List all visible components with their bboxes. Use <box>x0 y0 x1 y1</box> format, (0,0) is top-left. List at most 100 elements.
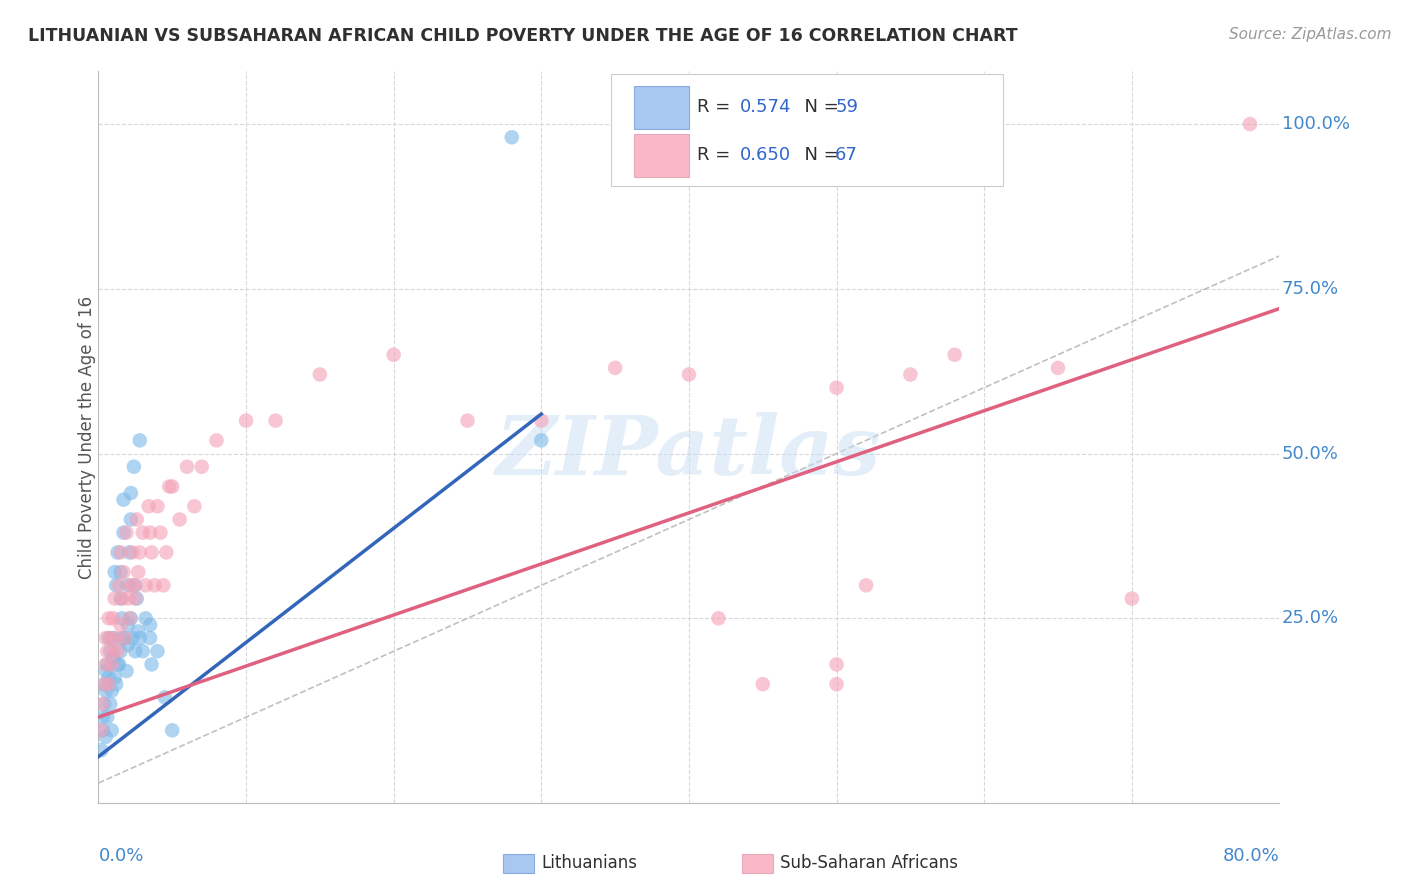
Point <box>127 624 149 639</box>
Point <box>97 677 120 691</box>
Text: 0.574: 0.574 <box>740 98 792 116</box>
Point <box>125 591 148 606</box>
Point <box>100 683 122 698</box>
Point <box>110 591 132 606</box>
Point <box>93 697 115 711</box>
Point <box>124 591 146 606</box>
Point <box>91 710 114 724</box>
Point <box>111 631 134 645</box>
Text: LITHUANIAN VS SUBSAHARAN AFRICAN CHILD POVERTY UNDER THE AGE OF 16 CORRELATION C: LITHUANIAN VS SUBSAHARAN AFRICAN CHILD P… <box>28 27 1018 45</box>
Point <box>382 348 405 362</box>
Point <box>107 644 129 658</box>
Point <box>309 368 332 382</box>
Point <box>94 730 117 744</box>
Point <box>900 368 922 382</box>
Point <box>96 644 118 658</box>
Point <box>122 459 145 474</box>
Point <box>132 644 155 658</box>
Point <box>103 650 125 665</box>
Point <box>120 512 142 526</box>
Point <box>146 500 169 514</box>
Point <box>104 591 127 606</box>
Point <box>825 677 848 691</box>
Point <box>135 578 157 592</box>
Point <box>825 381 848 395</box>
Point <box>127 565 149 579</box>
Point <box>678 368 700 382</box>
Point <box>1121 591 1143 606</box>
Y-axis label: Child Poverty Under the Age of 16: Child Poverty Under the Age of 16 <box>79 295 96 579</box>
Point <box>112 492 135 507</box>
Point <box>128 434 150 448</box>
Point <box>139 525 162 540</box>
Point <box>120 486 142 500</box>
Point <box>120 611 142 625</box>
Point <box>94 657 117 672</box>
Point <box>122 578 145 592</box>
Point <box>96 657 118 672</box>
Point <box>97 631 120 645</box>
Text: Lithuanians: Lithuanians <box>541 855 637 872</box>
Point <box>153 690 176 705</box>
Point <box>105 578 128 592</box>
Text: 59: 59 <box>835 98 858 116</box>
Point <box>128 631 150 645</box>
Point <box>855 578 877 592</box>
Text: 100.0%: 100.0% <box>1282 115 1350 133</box>
Point <box>107 545 129 559</box>
Point <box>825 657 848 672</box>
Point <box>125 512 148 526</box>
Text: 67: 67 <box>835 146 858 164</box>
Point <box>117 591 139 606</box>
Point <box>107 657 129 672</box>
Point <box>152 578 174 592</box>
Point <box>110 618 132 632</box>
Point <box>1239 117 1261 131</box>
Point <box>103 611 125 625</box>
Text: N =: N = <box>793 98 845 116</box>
Point <box>117 618 139 632</box>
Point <box>115 525 138 540</box>
Point <box>91 723 114 738</box>
Point <box>111 611 134 625</box>
Point <box>94 664 117 678</box>
Point <box>94 683 117 698</box>
Text: ZIPatlas: ZIPatlas <box>496 412 882 491</box>
Point <box>501 130 523 145</box>
Point <box>112 525 135 540</box>
Point <box>98 697 121 711</box>
Text: Source: ZipAtlas.com: Source: ZipAtlas.com <box>1229 27 1392 42</box>
Point <box>117 578 139 592</box>
Point <box>124 644 146 658</box>
Point <box>100 657 122 672</box>
Point <box>191 459 214 474</box>
Point <box>530 414 553 428</box>
Point <box>98 631 121 645</box>
Point <box>183 500 205 514</box>
Point <box>90 743 112 757</box>
Point <box>105 677 128 691</box>
Point <box>751 677 773 691</box>
Point <box>205 434 228 448</box>
Point <box>114 631 136 645</box>
Point <box>105 631 128 645</box>
Point <box>117 638 139 652</box>
Point <box>264 414 287 428</box>
Point <box>100 723 122 738</box>
Point <box>96 710 118 724</box>
Point <box>141 545 163 559</box>
Point <box>110 565 132 579</box>
Text: 0.0%: 0.0% <box>98 847 143 864</box>
Point <box>104 565 127 579</box>
Point <box>93 677 115 691</box>
Point <box>98 644 121 658</box>
Text: N =: N = <box>793 146 845 164</box>
Point <box>139 631 162 645</box>
Point <box>90 723 112 738</box>
Point <box>149 525 172 540</box>
Point <box>121 631 143 645</box>
Point <box>162 723 183 738</box>
Text: 80.0%: 80.0% <box>1223 847 1279 864</box>
Point <box>143 578 166 592</box>
Point <box>943 348 966 362</box>
